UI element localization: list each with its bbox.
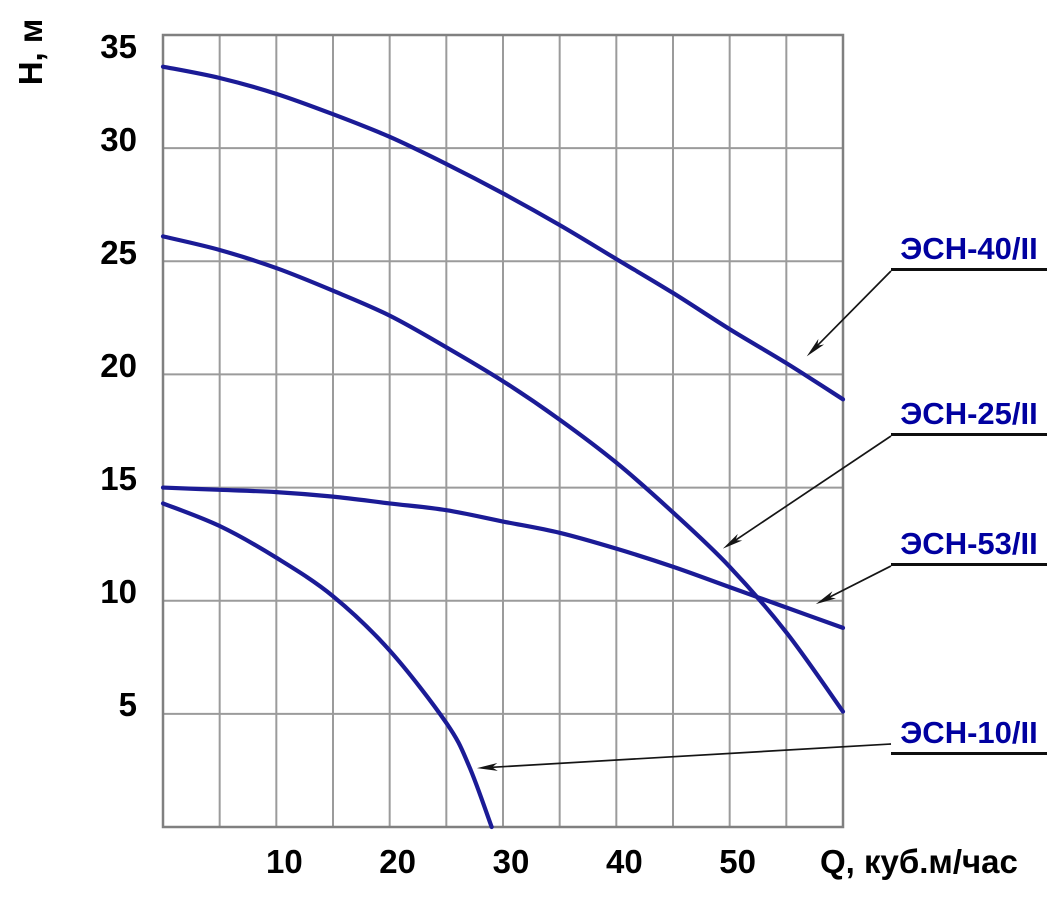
x-axis-title: Q, куб.м/час	[820, 843, 1018, 880]
curve-0	[160, 64, 846, 402]
curve-1	[160, 234, 846, 714]
y-tick-label-10: 10	[100, 573, 137, 611]
curve-2	[160, 485, 846, 630]
x-tick-label-30: 30	[492, 843, 530, 880]
plot-border	[161, 33, 845, 829]
arrowhead-icon	[722, 533, 743, 549]
curve-label-esn-10-ii: ЭСН-10/II	[891, 716, 1047, 755]
x-tick-label-20: 20	[379, 843, 417, 880]
arrowhead-icon	[476, 763, 498, 771]
curve-label-esn-53-ii: ЭСН-53/II	[891, 527, 1047, 566]
y-axis-title: Н, м	[12, 18, 49, 86]
x-tick-label-10: 10	[265, 843, 303, 880]
leader-line-1	[727, 435, 892, 547]
y-tick-label-25: 25	[100, 233, 137, 271]
arrowhead-icon	[806, 338, 825, 357]
leader-line-3	[482, 743, 892, 769]
curve-3	[160, 501, 494, 830]
y-tick-label-35: 35	[100, 27, 137, 65]
x-tick-label-40: 40	[605, 843, 643, 880]
leader-line-2	[820, 565, 892, 603]
arrowhead-icon	[815, 591, 836, 605]
curve-label-esn-40-ii: ЭСН-40/II	[891, 232, 1047, 271]
y-tick-label-15: 15	[100, 460, 137, 498]
y-tick-label-5: 5	[118, 686, 137, 724]
curve-label-esn-25-ii: ЭСН-25/II	[891, 397, 1047, 436]
x-tick-label-50: 50	[719, 843, 757, 880]
leader-line-0	[810, 270, 892, 353]
y-tick-label-20: 20	[100, 346, 137, 384]
y-tick-label-30: 30	[100, 120, 137, 158]
